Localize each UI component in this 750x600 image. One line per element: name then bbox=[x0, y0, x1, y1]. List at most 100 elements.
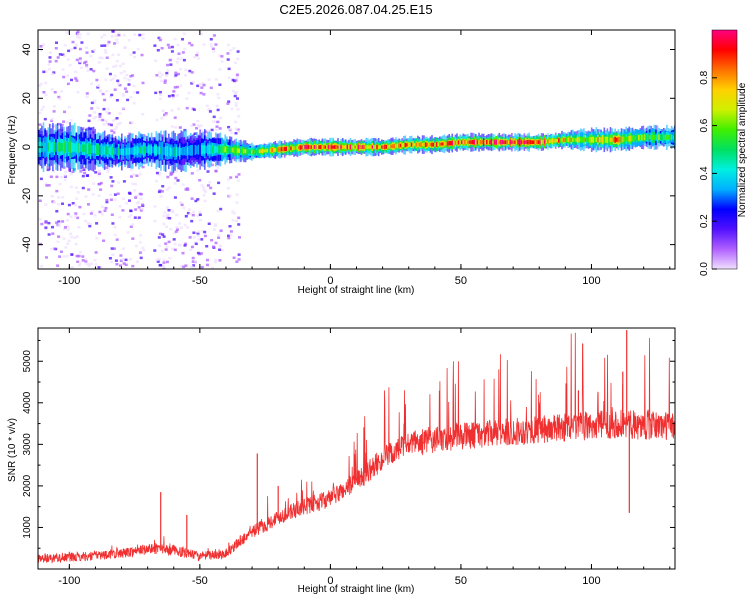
spectrogram-ridge-cell bbox=[572, 137, 574, 142]
spectrogram-ridge-cell bbox=[251, 150, 253, 154]
noise-point bbox=[157, 257, 161, 261]
noise-point bbox=[38, 123, 42, 126]
spectrogram-ridge-cell bbox=[102, 145, 104, 156]
noise-point bbox=[163, 79, 167, 82]
noise-point bbox=[231, 78, 235, 82]
noise-point bbox=[185, 106, 189, 110]
noise-point bbox=[115, 41, 119, 44]
spectrogram-ridge-cell bbox=[420, 142, 422, 147]
noise-point bbox=[214, 258, 218, 262]
spectrogram-ridge-cell bbox=[199, 144, 201, 155]
noise-point bbox=[38, 199, 42, 202]
x-tick-label: 50 bbox=[455, 275, 467, 287]
spectrogram-ridge-cell bbox=[661, 134, 663, 141]
noise-point bbox=[176, 228, 179, 231]
spectrogram-ridge-cell bbox=[605, 136, 607, 143]
spectrogram-ridge-cell bbox=[373, 145, 375, 149]
spectrogram-ridge-cell bbox=[442, 142, 444, 146]
noise-point bbox=[191, 267, 195, 269]
noise-point bbox=[110, 260, 114, 264]
noise-point bbox=[188, 41, 192, 45]
spectrogram-ridge-cell bbox=[664, 134, 667, 141]
noise-point bbox=[74, 212, 78, 215]
noise-point bbox=[153, 249, 157, 252]
noise-point bbox=[97, 183, 101, 186]
noise-point bbox=[184, 242, 188, 246]
noise-point bbox=[66, 58, 70, 61]
spectrogram-data bbox=[38, 30, 675, 269]
noise-point bbox=[127, 83, 131, 86]
noise-point bbox=[231, 89, 235, 93]
noise-point bbox=[236, 97, 239, 100]
noise-point bbox=[66, 74, 70, 77]
spectrogram-ridge-cell bbox=[511, 140, 513, 144]
spectrogram-ridge-cell bbox=[424, 142, 427, 147]
noise-point bbox=[208, 181, 212, 184]
noise-point bbox=[160, 73, 164, 76]
spectrogram-ridge-cell bbox=[185, 145, 187, 156]
noise-point bbox=[196, 169, 200, 172]
noise-point bbox=[86, 69, 90, 72]
noise-point bbox=[63, 178, 67, 182]
noise-point bbox=[179, 84, 183, 87]
noise-point bbox=[39, 177, 43, 181]
noise-point bbox=[80, 41, 84, 44]
noise-point bbox=[207, 222, 211, 225]
spectrogram-ridge-cell bbox=[650, 134, 653, 140]
noise-point bbox=[234, 104, 238, 107]
spectrogram-ridge-cell bbox=[628, 135, 631, 142]
noise-point bbox=[105, 56, 109, 59]
noise-point bbox=[122, 262, 126, 265]
spectrogram-ridge-cell bbox=[595, 137, 598, 143]
noise-point bbox=[215, 128, 218, 132]
noise-point bbox=[161, 109, 165, 113]
spectrogram-ridge-cell bbox=[451, 141, 454, 146]
noise-point bbox=[112, 65, 116, 68]
noise-point bbox=[235, 76, 239, 79]
noise-point bbox=[111, 180, 115, 183]
noise-point bbox=[93, 111, 96, 114]
spectrogram-ridge-cell bbox=[70, 141, 73, 153]
noise-point bbox=[72, 123, 76, 126]
spectrogram-ridge-cell bbox=[179, 145, 181, 157]
noise-point bbox=[93, 214, 97, 217]
noise-point bbox=[190, 71, 194, 74]
noise-point bbox=[137, 216, 141, 219]
noise-point bbox=[113, 233, 117, 237]
spectrogram-ridge-cell bbox=[377, 145, 380, 149]
noise-point bbox=[217, 96, 221, 100]
noise-point bbox=[131, 223, 134, 226]
noise-point bbox=[219, 229, 223, 233]
noise-point bbox=[168, 256, 172, 260]
noise-point bbox=[108, 257, 112, 260]
spectrogram-ridge-cell bbox=[337, 145, 339, 149]
spectrogram-ridge-cell bbox=[392, 144, 394, 149]
noise-point bbox=[219, 116, 223, 120]
spectrogram-ridge-cell bbox=[531, 140, 533, 144]
noise-point bbox=[110, 35, 114, 38]
noise-point bbox=[170, 209, 174, 212]
noise-point bbox=[67, 239, 71, 243]
noise-point bbox=[190, 265, 194, 268]
spectrogram-ridge-cell bbox=[533, 140, 535, 144]
noise-point bbox=[110, 213, 114, 216]
noise-point bbox=[175, 61, 179, 64]
noise-point bbox=[133, 189, 137, 192]
noise-point bbox=[157, 36, 161, 40]
spectrogram-ridge-cell bbox=[128, 147, 131, 155]
noise-point bbox=[118, 83, 122, 87]
noise-point bbox=[188, 212, 192, 216]
noise-point bbox=[85, 92, 89, 95]
spectrogram-ridge-cell bbox=[219, 146, 222, 153]
noise-point bbox=[163, 113, 166, 117]
noise-point bbox=[173, 196, 177, 199]
noise-point bbox=[232, 212, 236, 215]
spectrogram-ridge-cell bbox=[634, 136, 637, 141]
noise-point bbox=[177, 243, 181, 246]
noise-point bbox=[64, 170, 68, 174]
spectrogram-ridge-cell bbox=[390, 144, 392, 149]
noise-point bbox=[226, 102, 230, 105]
noise-point bbox=[135, 260, 139, 263]
spectrogram-ridge-cell bbox=[81, 144, 84, 152]
noise-point bbox=[62, 237, 66, 241]
